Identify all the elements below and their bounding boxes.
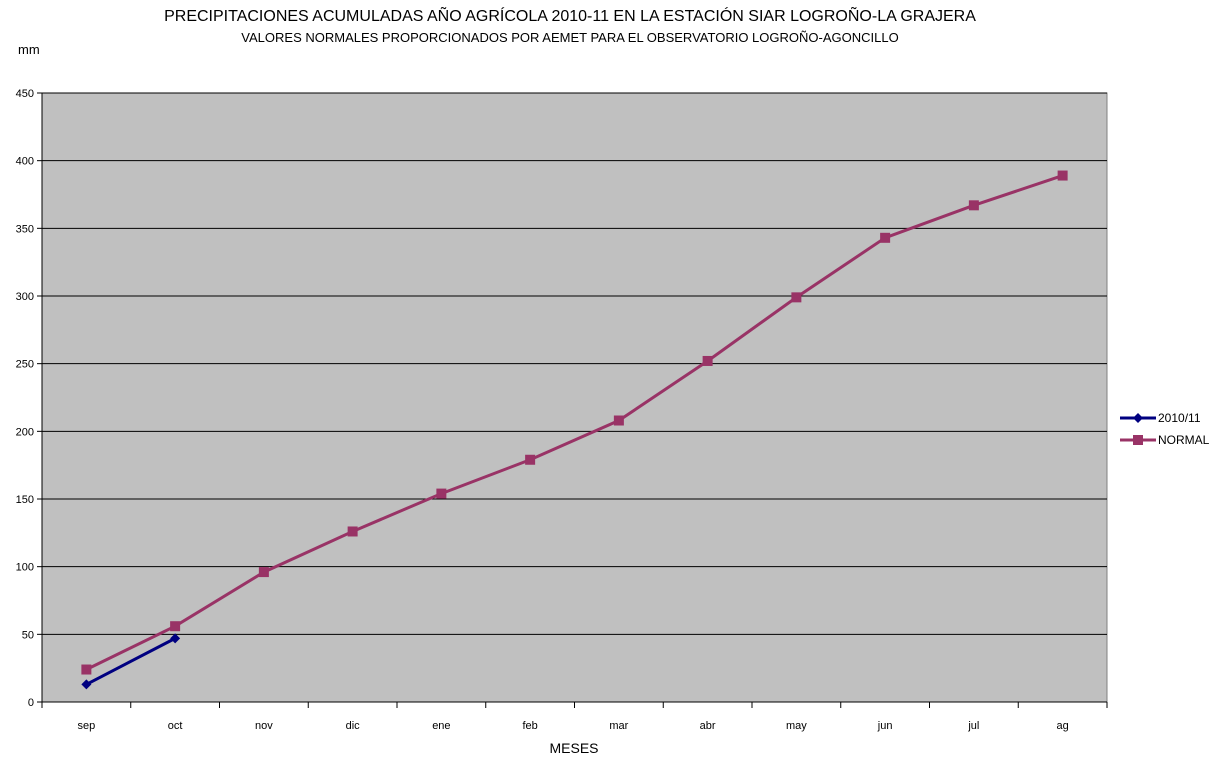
x-tick-label: dic	[346, 720, 361, 732]
y-axis-label: mm	[18, 42, 40, 57]
series-line-normal	[85, 174, 1064, 671]
y-tick-label: 400	[16, 156, 34, 168]
y-tick-label: 450	[16, 88, 34, 100]
data-point-normal	[258, 567, 269, 578]
legend-marker-normal	[1133, 435, 1143, 445]
data-point-2010-11	[81, 679, 92, 690]
chart-title: PRECIPITACIONES ACUMULADAS AÑO AGRÍCOLA …	[164, 8, 976, 25]
x-tick-label: jun	[877, 720, 893, 732]
x-tick-label: ene	[432, 720, 450, 732]
x-tick-label: nov	[255, 720, 273, 732]
data-point-normal	[81, 664, 92, 675]
legend-label-normal: NORMAL	[1158, 433, 1210, 447]
y-tick-label: 100	[16, 562, 34, 574]
data-point-2010-11	[170, 633, 181, 644]
data-point-normal	[347, 526, 358, 537]
data-point-normal	[791, 292, 802, 303]
series-line-2010-11	[85, 637, 176, 686]
y-tick-label: 350	[16, 223, 34, 235]
x-tick-label: feb	[522, 720, 537, 732]
x-tick-label: abr	[700, 720, 716, 732]
data-point-normal	[1057, 170, 1068, 181]
x-axis-label: MESES	[549, 740, 599, 756]
data-point-normal	[170, 621, 181, 632]
chart-subtitle: VALORES NORMALES PROPORCIONADOS POR AEME…	[241, 30, 899, 45]
x-tick-label: jul	[967, 720, 979, 732]
legend-label-2010-11: 2010/11	[1158, 411, 1201, 425]
data-point-normal	[613, 415, 624, 426]
legend-marker-2010-11	[1133, 413, 1143, 423]
data-point-normal	[968, 200, 979, 211]
y-tick-label: 50	[22, 629, 34, 641]
x-tick-label: sep	[78, 720, 96, 732]
y-tick-label: 0	[28, 697, 34, 709]
y-tick-label: 200	[16, 426, 34, 438]
data-point-normal	[702, 355, 713, 366]
x-tick-label: mar	[609, 720, 628, 732]
data-point-normal	[880, 232, 891, 243]
data-point-normal	[436, 488, 447, 499]
x-tick-label: may	[786, 720, 807, 732]
y-tick-label: 250	[16, 359, 34, 371]
x-tick-label: ag	[1057, 720, 1069, 732]
y-tick-label: 150	[16, 494, 34, 506]
y-tick-label: 300	[16, 291, 34, 303]
data-point-normal	[525, 454, 536, 465]
x-tick-label: oct	[168, 720, 183, 732]
